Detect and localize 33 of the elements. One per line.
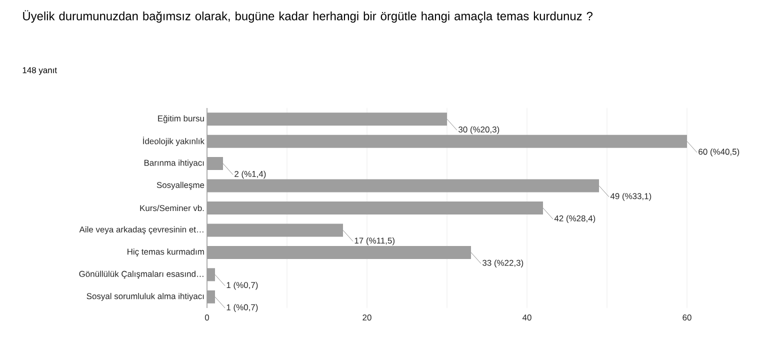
data-label: 1 (%0,7) [226,282,258,290]
y-tick-label: Eğitim bursu [158,115,204,124]
data-label: 49 (%33,1) [610,192,652,201]
bar [207,290,216,304]
y-tick-label: Aile veya arkadaş çevresinin et… [79,226,204,234]
text: 148 yanıt [22,67,57,75]
bar [207,202,544,215]
y-tick-label: Sosyalleşme [156,182,204,190]
y-tick-label: Kurs/Seminer vb. [140,204,204,212]
bar [207,112,448,126]
data-label: 17 (%11,5) [354,237,394,246]
x-tick-label: 20 [362,314,372,321]
y-tick-label: Barınma ihtiyacı [144,160,204,168]
data-label: 42 (%28,4) [554,215,596,224]
data-label: 2 (%1,4) [234,170,266,179]
data-label: 60 (%40,5) [698,148,740,156]
y-tick-label: Gönüllülük Çalışmaları esasınd… [79,270,204,279]
data-label: 33 (%22,3) [482,260,524,268]
chart-title: Üyelik durumunuzdan bağımsız olarak, bugüne kadar herhangi bir örgütle hangi amaçla temas kurdunuz ? [23,10,592,23]
x-tick-label: 40 [522,314,532,321]
bar [207,224,344,237]
y-tick-label: İdeolojik yakınlık [143,136,204,146]
data-label: 30 (%20,3) [458,126,500,134]
y-tick-label: Hiç temas kurmadım [128,248,204,256]
bar [207,246,472,259]
bar [207,157,224,170]
bar [207,134,688,148]
bar [207,268,216,282]
x-tick-label: 60 [682,314,692,321]
data-label: 1 (%0,7) [226,304,258,312]
y-tick-label: Sosyal sorumluluk alma ihtiyacı [86,292,204,301]
bar [207,179,600,192]
x-tick-label: 0 [204,314,210,321]
